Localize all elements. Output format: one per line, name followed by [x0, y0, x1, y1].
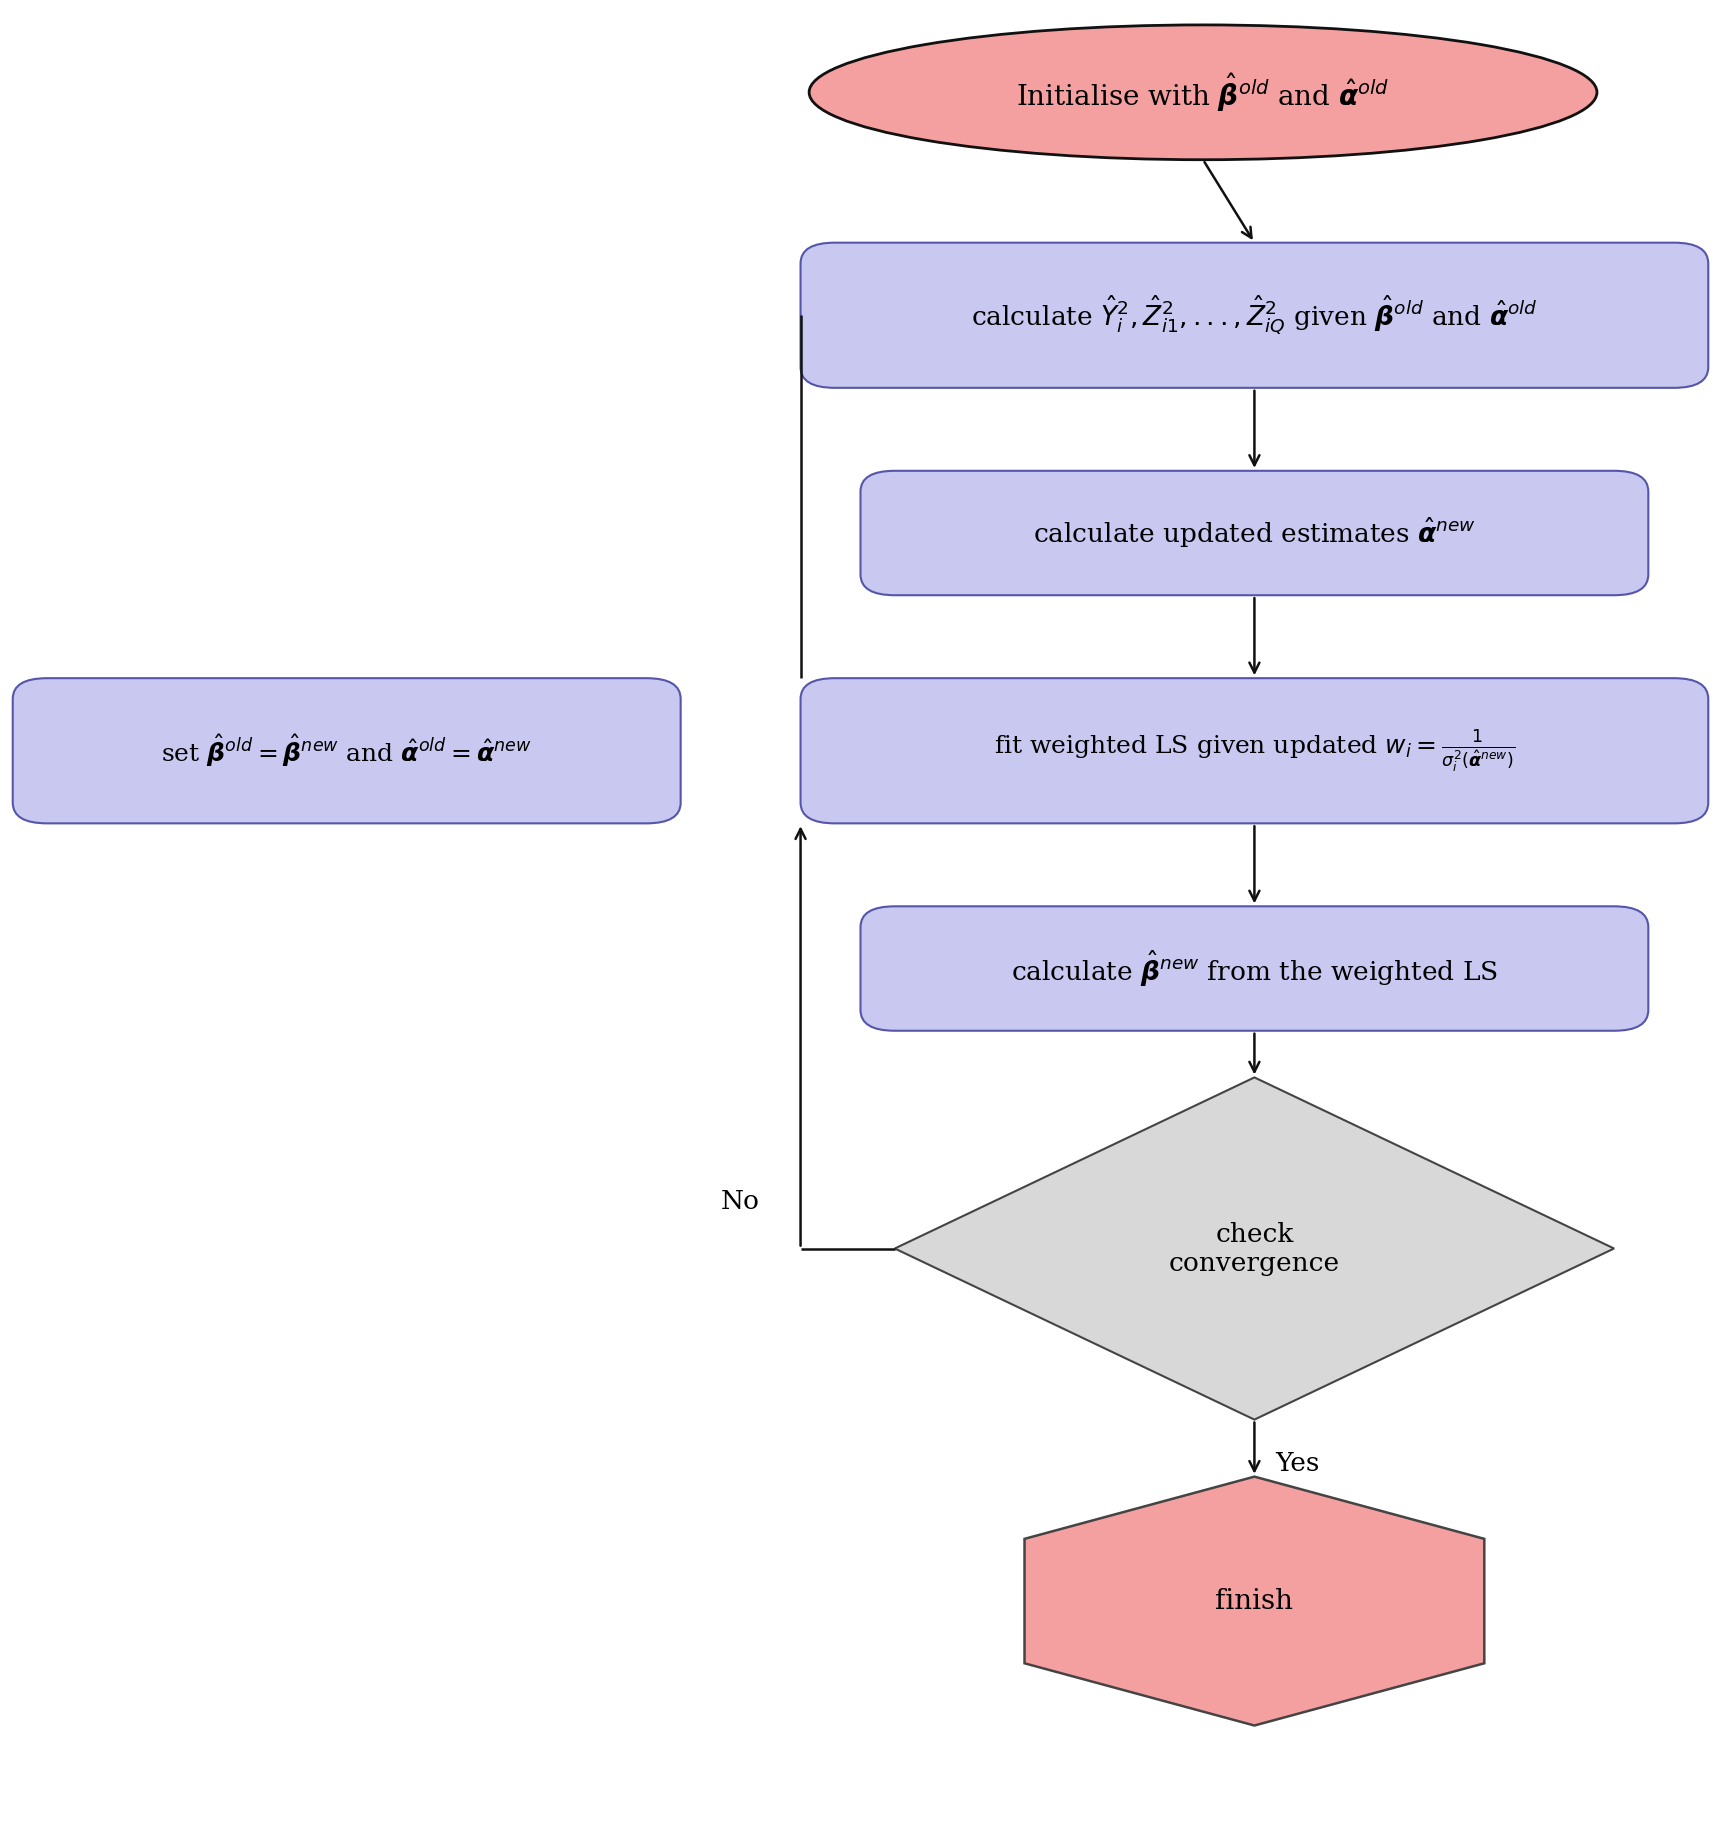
Text: Yes: Yes: [1275, 1451, 1320, 1475]
Text: calculate updated estimates $\hat{\boldsymbol{\alpha}}^{new}$: calculate updated estimates $\hat{\bolds…: [1033, 516, 1477, 551]
Text: No: No: [721, 1189, 761, 1214]
Text: check
convergence: check convergence: [1169, 1221, 1341, 1276]
Ellipse shape: [809, 26, 1597, 160]
Text: finish: finish: [1215, 1588, 1294, 1615]
FancyBboxPatch shape: [860, 470, 1649, 596]
FancyBboxPatch shape: [800, 678, 1709, 824]
Text: fit weighted LS given updated $w_i = \frac{1}{\sigma_i^2(\hat{\boldsymbol{\alpha: fit weighted LS given updated $w_i = \fr…: [993, 727, 1514, 773]
Text: Initialise with $\hat{\boldsymbol{\beta}}^{old}$ and $\hat{\boldsymbol{\alpha}}^: Initialise with $\hat{\boldsymbol{\beta}…: [1017, 71, 1391, 113]
Text: calculate $\hat{Y}_i^2, \hat{Z}_{i1}^2, ..., \hat{Z}_{iQ}^2$ given $\hat{\boldsy: calculate $\hat{Y}_i^2, \hat{Z}_{i1}^2, …: [971, 294, 1539, 337]
FancyBboxPatch shape: [860, 906, 1649, 1030]
Polygon shape: [895, 1077, 1614, 1420]
Text: calculate $\hat{\boldsymbol{\beta}}^{new}$ from the weighted LS: calculate $\hat{\boldsymbol{\beta}}^{new…: [1010, 948, 1497, 988]
Polygon shape: [1024, 1477, 1484, 1726]
FancyBboxPatch shape: [12, 678, 682, 824]
Text: set $\hat{\boldsymbol{\beta}}^{old} = \hat{\boldsymbol{\beta}}^{new}$ and $\hat{: set $\hat{\boldsymbol{\beta}}^{old} = \h…: [162, 733, 532, 769]
FancyBboxPatch shape: [800, 242, 1709, 388]
